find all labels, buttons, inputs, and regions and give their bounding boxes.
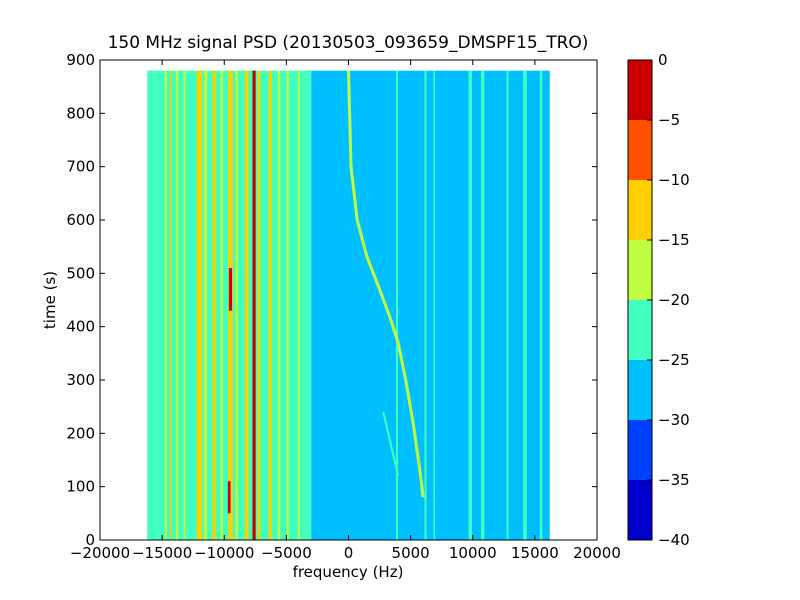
psd-carrier-line xyxy=(257,70,261,540)
psd-carrier-line xyxy=(433,70,435,540)
x-tick-label: −10000 xyxy=(194,544,254,562)
psd-carrier-line xyxy=(183,70,186,540)
y-tick-label: 200 xyxy=(66,424,95,442)
psd-carrier-line xyxy=(307,70,310,540)
psd-feature xyxy=(253,70,255,540)
psd-carrier-line xyxy=(268,70,272,540)
colorbar-tick-label: −15 xyxy=(658,231,690,249)
y-tick-label: 900 xyxy=(66,51,95,69)
colorbar-tick-label: 0 xyxy=(658,51,668,69)
y-tick-label: 300 xyxy=(66,371,95,389)
plot-area: −20000 −15000 −10000 −5000 0 5000 10000 15000 20… xyxy=(66,51,621,562)
y-tick-label: 400 xyxy=(66,318,95,336)
x-axis-label: frequency (Hz) xyxy=(293,563,404,581)
psd-carrier-line xyxy=(203,70,208,540)
x-axis-ticks: −20000 −15000 −10000 −5000 0 5000 10000 15000 20… xyxy=(70,60,621,562)
colorbar-segment xyxy=(628,180,652,240)
psd-carrier-line xyxy=(220,70,224,540)
psd-carrier-line xyxy=(170,70,172,540)
psd-feature xyxy=(228,268,233,311)
x-tick-label: −20000 xyxy=(70,544,130,562)
y-tick-label: 600 xyxy=(66,211,95,229)
psd-carrier-line xyxy=(164,70,167,540)
x-tick-label: 15000 xyxy=(511,544,559,562)
plot-frame xyxy=(99,59,598,541)
colorbar-segment xyxy=(628,420,652,480)
colorbar-tick-label: −30 xyxy=(658,411,690,429)
psd-carrier-line xyxy=(481,70,485,540)
x-tick-label: 20000 xyxy=(573,544,621,562)
psd-carrier-line xyxy=(523,70,527,540)
colorbar: −40 −35 −30 −25 −20 −15 −10 −5 0 xyxy=(627,51,690,549)
psd-heatmap xyxy=(147,70,550,540)
colorbar-tick-label: −20 xyxy=(658,291,690,309)
secondary-trace xyxy=(382,411,400,477)
psd-carrier-line xyxy=(395,70,398,540)
colorbar-segment xyxy=(628,60,652,120)
psd-feature xyxy=(227,481,231,514)
psd-carrier-line xyxy=(286,70,289,540)
x-tick-label: 10000 xyxy=(449,544,497,562)
psd-carrier-line xyxy=(277,70,281,540)
colorbar-segment xyxy=(628,480,652,540)
doppler-trace xyxy=(347,70,425,498)
psd-band xyxy=(311,70,421,540)
y-axis-ticks: 0 100 200 300 400 500 600 700 800 900 xyxy=(66,51,597,549)
psd-carrier-line xyxy=(297,70,300,540)
psd-carrier-line xyxy=(235,70,238,540)
psd-carrier-line xyxy=(539,70,543,540)
psd-carrier-line xyxy=(175,70,179,540)
y-tick-label: 100 xyxy=(66,478,95,496)
psd-band xyxy=(420,70,550,540)
colorbar-tick-label: −40 xyxy=(658,531,690,549)
x-tick-label: −5000 xyxy=(261,544,312,562)
y-tick-label: 0 xyxy=(85,531,95,549)
colorbar-segment xyxy=(628,360,652,420)
y-tick-label: 800 xyxy=(66,104,95,122)
colorbar-tick-label: −35 xyxy=(658,471,690,489)
x-tick-label: 0 xyxy=(344,544,354,562)
psd-carrier-line xyxy=(506,70,509,540)
psd-carrier-line xyxy=(196,70,203,540)
x-tick-label: −15000 xyxy=(132,544,192,562)
psd-carrier-line xyxy=(244,70,249,540)
y-tick-label: 700 xyxy=(66,158,95,176)
colorbar-segment xyxy=(628,240,652,300)
colorbar-tick-label: −5 xyxy=(658,111,680,129)
y-axis-label: time (s) xyxy=(41,271,59,329)
colorbar-tick-label: −10 xyxy=(658,171,690,189)
x-tick-label: 5000 xyxy=(392,544,430,562)
chart-title: 150 MHz signal PSD (20130503_093659_DMSP… xyxy=(108,33,589,53)
psd-carrier-line xyxy=(212,70,217,540)
colorbar-segment xyxy=(628,300,652,360)
colorbar-segment xyxy=(628,120,652,180)
colorbar-tick-label: −25 xyxy=(658,351,690,369)
psd-carrier-line xyxy=(468,70,472,540)
y-tick-label: 500 xyxy=(66,264,95,282)
psd-carrier-line xyxy=(424,70,427,540)
